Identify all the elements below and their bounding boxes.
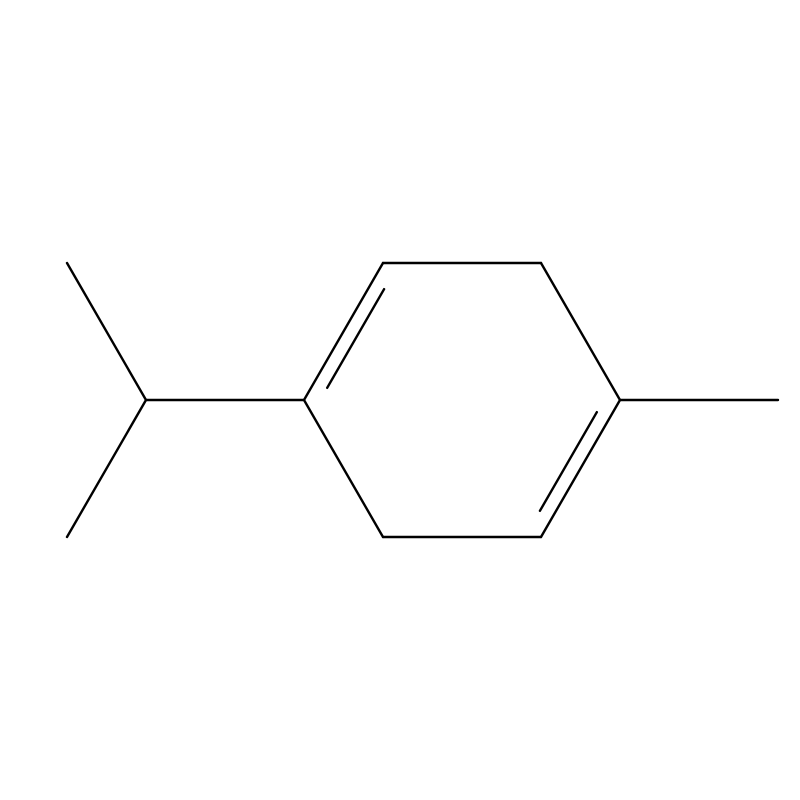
bond-c1-c2-outer xyxy=(304,263,383,400)
bond-c6-c1 xyxy=(304,400,383,537)
bond-c1-c2-inner xyxy=(327,289,384,388)
molecule-diagram xyxy=(0,0,800,800)
bond-c3-c4 xyxy=(541,263,620,400)
bond-c8-c9 xyxy=(67,263,146,400)
bond-c4-c5-outer xyxy=(541,400,620,537)
bond-c8-c10 xyxy=(67,400,146,537)
bond-c4-c5-inner xyxy=(540,412,597,511)
